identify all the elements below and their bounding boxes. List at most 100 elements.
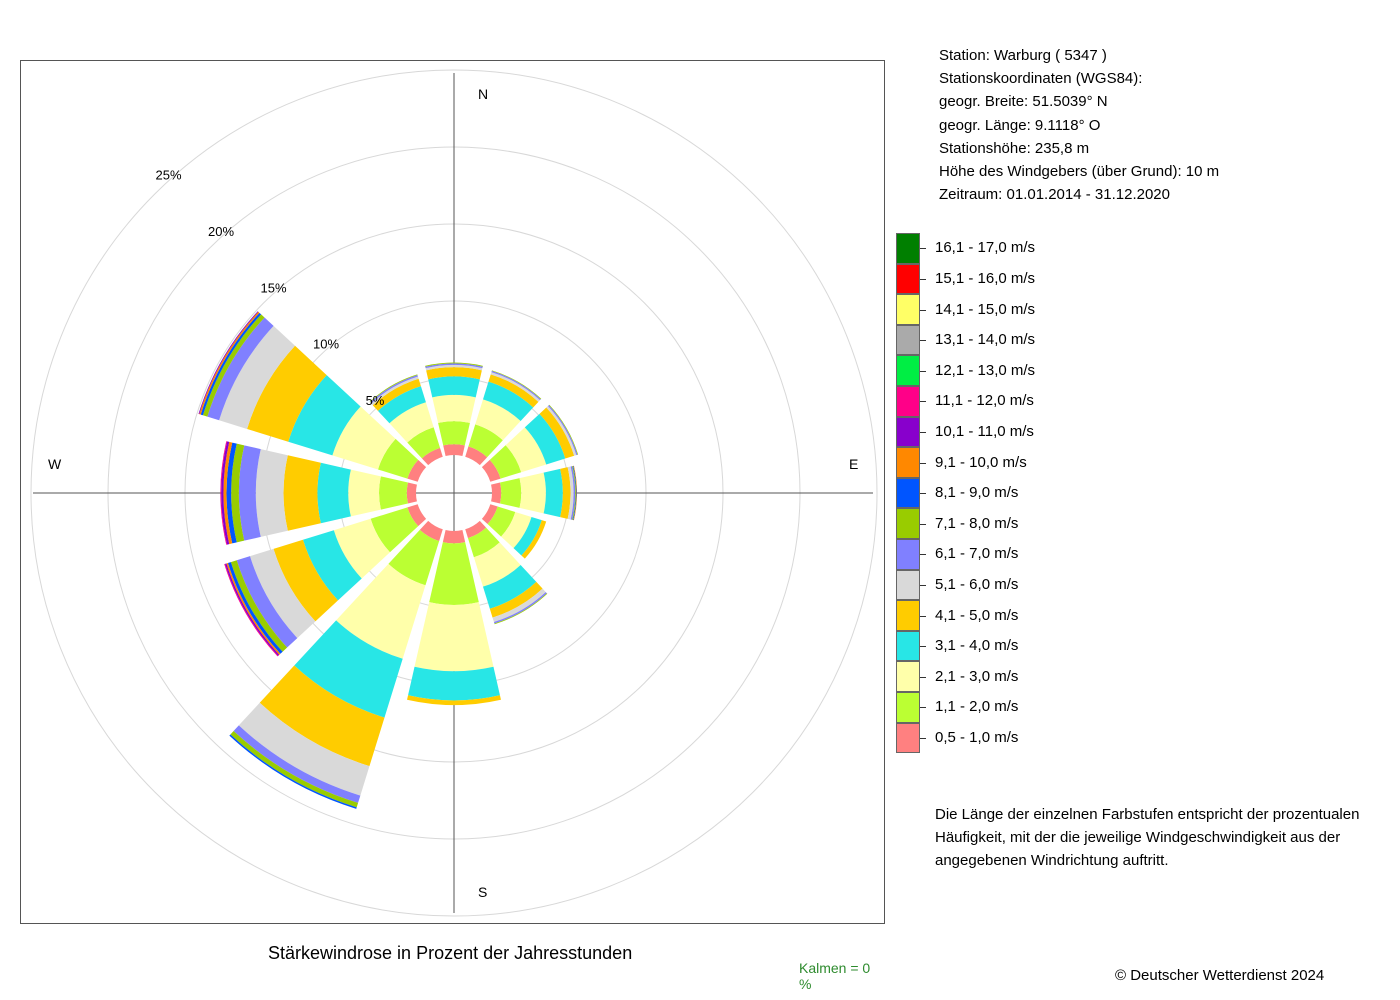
legend-swatch (896, 630, 920, 662)
legend-tick (920, 615, 926, 617)
sector-segment (406, 482, 417, 504)
sector-segment (336, 563, 426, 659)
legend-tick (920, 370, 926, 372)
sector-segment (489, 445, 522, 479)
legend-tick (920, 309, 926, 311)
station-line: geogr. Länge: 9.1118° O (939, 117, 1101, 134)
ring-label: 15% (261, 280, 287, 295)
legend-label: 11,1 - 12,0 m/s (935, 392, 1034, 410)
sector-segment (475, 399, 521, 441)
sector-segment (227, 562, 283, 654)
sector-segment (481, 504, 498, 525)
sector-segment (488, 374, 539, 408)
sector-segment (482, 564, 537, 609)
direction-label: E (849, 456, 858, 472)
sector-segment (238, 702, 370, 796)
sector-segment (465, 446, 488, 466)
legend-label: 0,5 - 1,0 m/s (935, 728, 1019, 746)
sector-segment (219, 325, 296, 429)
legend-label: 5,1 - 6,0 m/s (935, 575, 1019, 593)
legend-tick (920, 554, 926, 556)
sector-segment (573, 465, 578, 521)
sector-segment (259, 665, 385, 767)
legend-swatch (896, 324, 920, 356)
ring-label: 20% (208, 224, 234, 239)
legend-tick (920, 523, 926, 525)
legend-swatch (896, 569, 920, 601)
legend-label: 4,1 - 5,0 m/s (935, 606, 1019, 624)
legend-tick (920, 707, 926, 709)
sector-segment (468, 424, 503, 458)
sector-segment (377, 386, 426, 424)
sector-segment (546, 405, 577, 456)
sector-segment (407, 504, 427, 527)
sector-segment (317, 462, 351, 524)
sector-segment (407, 459, 427, 482)
legend-label: 12,1 - 13,0 m/s (935, 361, 1036, 379)
sector-segment (467, 527, 500, 558)
legend-tick (920, 676, 926, 678)
sector-segment (202, 314, 265, 417)
legend-label: 2,1 - 3,0 m/s (935, 667, 1019, 685)
sector-segment (249, 548, 316, 639)
sector-segment (492, 588, 546, 622)
legend-swatch (896, 508, 920, 539)
sector-segment (519, 472, 546, 514)
sector-segment (407, 427, 441, 459)
ring-label: 10% (313, 337, 339, 352)
legend-label: 6,1 - 7,0 m/s (935, 545, 1019, 563)
sector-segment (473, 542, 521, 587)
legend-tick (920, 401, 926, 403)
sector-segment (572, 465, 576, 521)
legend-tick (920, 462, 926, 464)
sector-segment (283, 455, 321, 531)
sector-segment (379, 476, 408, 510)
sector-segment (273, 539, 338, 622)
chart-title: Stärkewindrose in Prozent der Jahresstun… (268, 943, 633, 963)
sector-segment (231, 443, 245, 543)
legend-label: 15,1 - 16,0 m/s (935, 269, 1036, 287)
copyright: © Deutscher Wetterdienst 2024 (1115, 967, 1325, 984)
sector-segment (333, 518, 390, 579)
sector-segment (332, 406, 396, 470)
sector-segment (388, 529, 440, 586)
sector-segment (429, 542, 479, 605)
legend-label: 1,1 - 2,0 m/s (935, 698, 1019, 716)
sector-segment (489, 581, 543, 618)
legend-swatch (896, 355, 920, 386)
legend-label: 13,1 - 14,0 m/s (935, 331, 1036, 349)
legend-label: 7,1 - 8,0 m/s (935, 514, 1019, 532)
legend-swatch (896, 600, 920, 631)
station-line: Zeitraum: 01.01.2014 - 31.12.2020 (939, 186, 1170, 203)
sector-segment (481, 459, 501, 482)
sector-segment (294, 620, 403, 718)
legend-tick (920, 340, 926, 342)
legend-label: 16,1 - 17,0 m/s (935, 239, 1036, 257)
station-line: geogr. Breite: 51.5039° N (939, 93, 1108, 110)
station-line: Station: Warburg ( 5347 ) (939, 47, 1107, 64)
sector-segment (421, 447, 443, 466)
legend-note: Die Länge der einzelnen Farbstufen entsp… (935, 806, 1360, 869)
ring-label: 5% (366, 393, 385, 408)
sector-segment (543, 468, 563, 518)
sector-segment (513, 516, 542, 556)
sector-segment (425, 362, 483, 367)
sector-segment (487, 506, 516, 537)
sector-segment (220, 441, 227, 545)
sector-segment (370, 507, 419, 553)
sector-segment (414, 602, 494, 672)
legend-swatch (896, 447, 920, 478)
windrose-plot-frame: 5% 10% 15% 20% 25% N S E W Kalmen = 0 % (20, 60, 885, 992)
sector-segment (570, 466, 576, 520)
sector-segment (207, 317, 274, 421)
legend-swatch (896, 263, 920, 295)
legend-swatch (896, 386, 920, 417)
sector-segment (482, 381, 534, 422)
sector-segment (428, 376, 480, 398)
sector-segment (493, 592, 547, 624)
direction-label: N (478, 86, 488, 102)
direction-label: W (48, 456, 62, 472)
sector-segment (432, 394, 476, 423)
sector-segment (223, 441, 233, 545)
sector-segment (438, 421, 470, 446)
